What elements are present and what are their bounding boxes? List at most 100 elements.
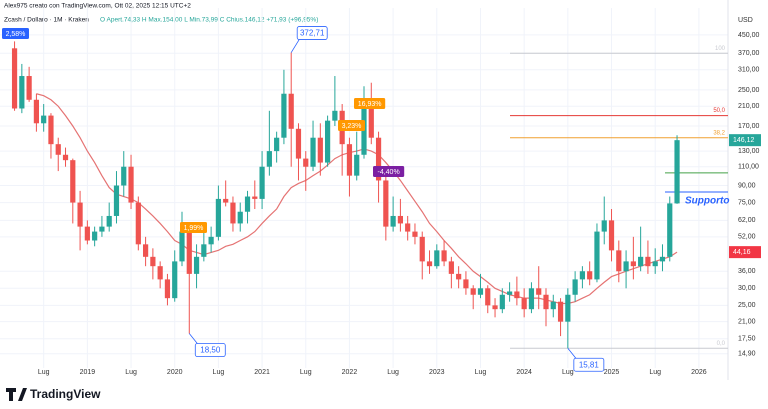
logo-text: TradingView [30,387,101,401]
candle-body [92,231,98,241]
x-tick-label: 2023 [429,369,445,376]
candle-body [565,294,571,322]
candle-body [77,202,83,227]
candle-body [193,256,200,274]
candle-body [295,128,302,159]
y-tick-label: 52,00 [738,234,756,241]
candle-body [128,166,134,203]
y-tick-label: 62,00 [738,217,756,224]
candle-body [230,202,236,224]
price-label-box [729,246,761,259]
credit: Alex975 creato con TradingView.com, Ott … [4,3,191,10]
x-tick-label: Lug [38,369,50,376]
price-label: 146,12 [733,137,755,144]
flag [2,28,29,39]
candle-body [368,101,374,138]
x-tick-label: 2021 [254,369,270,376]
flag [354,98,386,109]
candle-body [303,158,309,167]
candle-body [470,288,476,295]
candle-body [164,279,171,299]
x-tick-label: 2022 [342,369,358,376]
candle-body [157,266,163,280]
level-label: 100 [715,46,726,52]
candle-body [492,305,498,310]
candle-body [244,196,251,212]
candle-body [55,144,61,155]
candle-body [121,166,127,186]
candle-body [477,288,484,295]
candle-body [426,261,433,267]
candle-body [172,261,178,299]
flag-label: 1,99% [184,225,204,232]
candle-body [528,288,535,310]
candle-body [325,120,331,163]
candle-body [514,291,520,299]
y-tick-label: 25,00 [738,302,756,309]
y-tick-label: 170,00 [738,123,760,130]
flag-label: 16,93% [358,101,382,108]
candle-body [390,215,396,227]
callout-box [194,343,226,357]
flag-label: -4,40% [378,169,400,176]
candle-body [143,244,149,257]
x-tick-label: Lug [475,369,487,376]
price-label: 44,16 [733,249,751,256]
candle-body [41,115,47,124]
candle-body [70,160,76,203]
currency: USD [738,17,753,24]
candle-body [521,298,527,310]
candle-body [608,220,615,251]
y-tick-label: 310,00 [738,67,760,74]
candle-body [419,236,425,262]
callout-pointer [290,39,300,53]
level-label: Supporto [685,196,729,207]
candle-body [310,137,316,167]
candle-body [274,137,280,152]
x-tick-label: 2020 [167,369,183,376]
candle-body [441,250,447,262]
candle-body [550,301,556,310]
flag [373,166,405,177]
candle-body [186,231,192,274]
candle-body [659,256,666,262]
candle-body [645,256,651,267]
flag [338,120,365,131]
candle-body [638,256,644,267]
callout-box [296,26,328,40]
candle-body [434,250,440,267]
candle-body [601,220,607,232]
candle-body [252,196,258,199]
candle-body [623,261,629,272]
candle-body [572,279,578,295]
candle-body [507,291,513,295]
y-tick-label: 130,00 [738,148,760,155]
candle-body [499,294,505,310]
y-tick-label: 21,00 [738,319,756,326]
x-tick-label: Lug [300,369,312,376]
candle-body [667,203,673,257]
flag-label: 3,23% [342,123,362,130]
candle-body [536,288,542,295]
x-tick-label: Lug [213,369,225,376]
y-tick-label: 370,00 [738,50,760,57]
candle-body [543,294,549,310]
candle-body [557,301,564,322]
x-tick-label: Lug [562,369,574,376]
candle-body [405,223,411,232]
ohlc: O Apert.74,33 H Max.154,00 L Min.73,99 C… [100,17,318,24]
candle-body [150,256,156,267]
callout-label: 372,71 [300,29,325,38]
candle-body [354,154,360,176]
candle-body [463,279,469,289]
x-tick-label: 2019 [80,369,96,376]
candle-body [19,76,25,109]
candle-body [113,185,120,216]
logo: TradingView [6,387,101,401]
x-tick-label: 2025 [604,369,620,376]
candle-body [288,93,294,129]
candle-body [346,144,353,176]
x-tick-label: 2026 [691,369,707,376]
candle-body [208,236,214,245]
candle-body [84,226,90,241]
